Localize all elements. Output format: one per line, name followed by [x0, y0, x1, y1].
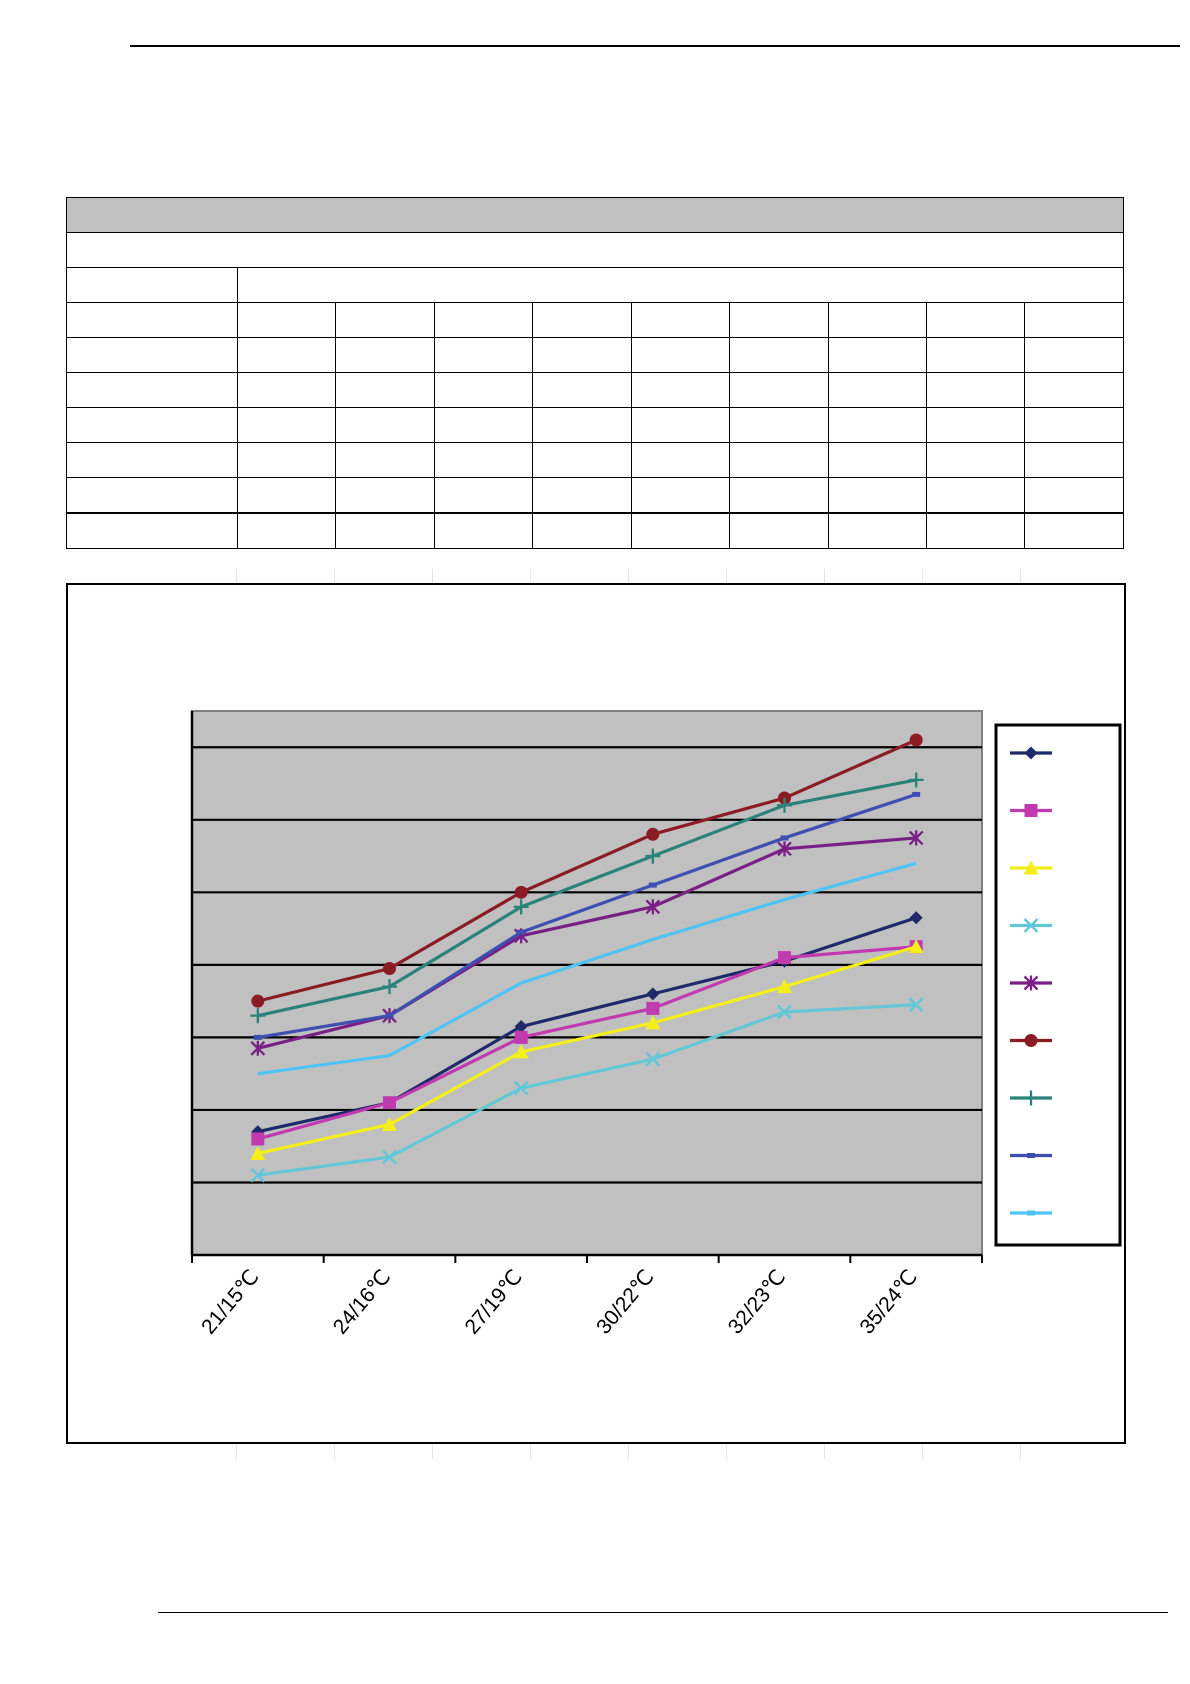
x-tick-label: 35/24℃ — [855, 1265, 922, 1338]
data-point — [382, 1149, 397, 1165]
data-point — [1024, 746, 1038, 760]
series-line — [257, 945, 917, 1156]
table-row — [66, 442, 1124, 478]
legend-item — [1010, 860, 1052, 875]
series-line — [257, 945, 917, 1141]
legend-item — [1010, 918, 1052, 933]
data-point — [908, 939, 924, 954]
data-point — [1023, 1090, 1039, 1106]
data-point — [513, 899, 529, 915]
data-point — [645, 1015, 661, 1030]
x-tick-label: 32/23℃ — [724, 1265, 791, 1338]
legend-item — [1010, 1210, 1052, 1216]
data-point — [514, 885, 528, 899]
x-tick-label: 27/19℃ — [460, 1265, 527, 1338]
data-point — [250, 1008, 266, 1024]
table-row — [66, 337, 1124, 373]
series-6 — [251, 733, 923, 1008]
data-point — [1023, 975, 1039, 991]
plot-area — [191, 710, 983, 1256]
x-tick-label: 24/16℃ — [329, 1265, 396, 1338]
data-point — [777, 841, 792, 857]
data-point — [646, 827, 660, 841]
chart-frame: 21/15℃ 24/16℃ 27/19℃ 30/22℃ 32/23℃ 35/24℃ — [66, 583, 1126, 1444]
data-point — [1027, 1210, 1035, 1216]
data-point — [382, 979, 397, 995]
data-point — [909, 733, 923, 747]
legend-item — [1010, 1153, 1052, 1158]
data-point — [251, 994, 265, 1008]
bottom-rule — [158, 1612, 1168, 1613]
data-point — [777, 979, 792, 994]
series-9 — [257, 861, 917, 1076]
table-row — [66, 302, 1124, 338]
series-line — [257, 792, 917, 1039]
top-rule — [130, 45, 1180, 47]
data-point — [908, 997, 924, 1013]
legend-item — [1010, 975, 1052, 991]
series-line — [257, 1003, 917, 1177]
data-point — [912, 791, 921, 797]
data-point — [253, 1034, 262, 1040]
data-point — [1023, 918, 1039, 933]
legend-item — [1010, 1090, 1052, 1106]
x-tick-label: 30/22℃ — [592, 1265, 659, 1338]
data-point — [646, 1001, 660, 1015]
table-row — [66, 407, 1124, 443]
data-point — [250, 1167, 266, 1183]
table-row — [66, 232, 1124, 268]
data-point — [648, 882, 657, 888]
legend — [994, 723, 1122, 1247]
table-row — [66, 372, 1124, 408]
data-point — [646, 987, 660, 1001]
table-row — [66, 512, 1124, 549]
table-row — [66, 477, 1124, 514]
data-point — [777, 797, 792, 813]
data-point — [382, 1116, 397, 1131]
data-table — [66, 197, 1125, 549]
data-point — [908, 830, 924, 846]
series-7 — [250, 772, 924, 1024]
data-point — [514, 1020, 528, 1034]
legend-item — [1010, 746, 1052, 760]
data-point — [645, 1051, 661, 1067]
data-point — [908, 772, 924, 788]
table-header-row — [66, 197, 1124, 233]
series-line — [257, 836, 917, 1050]
data-point — [1024, 804, 1038, 817]
data-point — [513, 1044, 529, 1059]
legend-item — [1010, 1034, 1052, 1047]
x-tick-label: 21/15℃ — [197, 1265, 264, 1338]
data-point — [780, 835, 789, 841]
series-8 — [253, 791, 921, 1040]
data-point — [645, 899, 661, 915]
data-point — [1024, 1034, 1038, 1047]
data-point — [517, 929, 526, 935]
data-point — [514, 1030, 528, 1044]
data-point — [778, 951, 791, 965]
legend-item — [1010, 804, 1052, 817]
data-point — [251, 1132, 265, 1146]
data-point — [513, 1080, 529, 1096]
series-line — [257, 861, 917, 1076]
data-point — [1023, 860, 1039, 875]
data-point — [1027, 1153, 1035, 1158]
series-4 — [250, 997, 924, 1183]
data-point — [383, 1096, 396, 1110]
series-line — [257, 738, 917, 1003]
data-point — [909, 911, 923, 925]
data-point — [385, 1013, 394, 1019]
data-point — [250, 1040, 266, 1056]
table-row — [66, 267, 1125, 303]
series-3 — [250, 939, 924, 1160]
series-line — [257, 778, 917, 1018]
line-chart: 21/15℃ 24/16℃ 27/19℃ 30/22℃ 32/23℃ 35/24℃ — [190, 710, 1122, 1339]
data-point — [645, 848, 661, 864]
data-point — [383, 961, 396, 975]
data-point — [777, 1004, 792, 1020]
data-point — [250, 1145, 266, 1160]
